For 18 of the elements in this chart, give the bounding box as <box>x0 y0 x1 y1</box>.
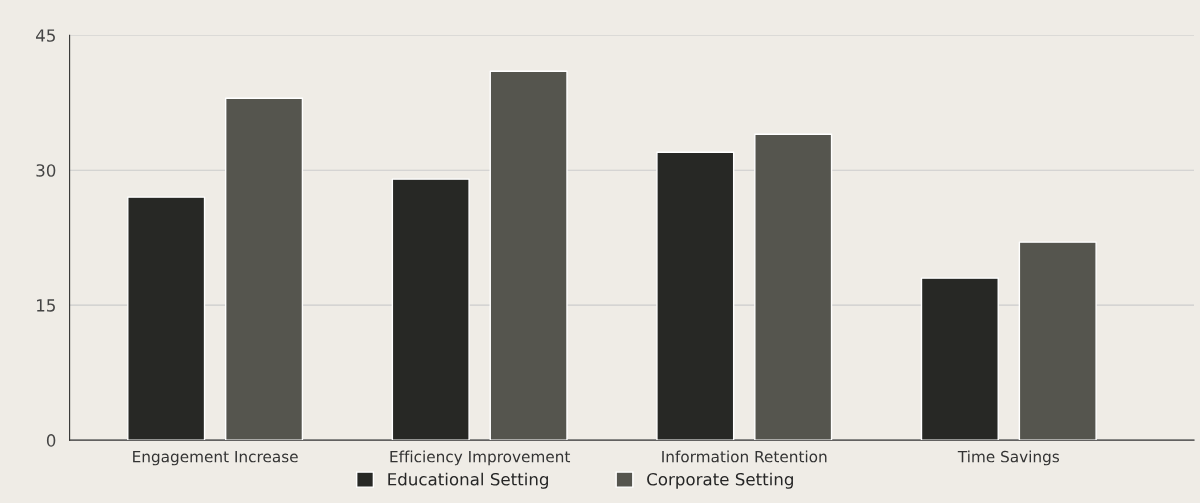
bar <box>391 178 470 441</box>
legend-label: Educational Setting <box>388 472 548 489</box>
bar <box>1018 241 1097 441</box>
bar <box>656 151 735 441</box>
y-tick-label: 30 <box>36 164 56 177</box>
y-tick-label: 0 <box>46 434 56 447</box>
bar <box>489 70 568 441</box>
bar <box>920 277 999 441</box>
legend-label: Corporate Setting <box>647 472 793 489</box>
x-tick-label: Efficiency Improvement <box>390 450 571 466</box>
bar <box>127 196 206 441</box>
y-tick-label: 15 <box>37 299 55 312</box>
bar <box>224 97 304 441</box>
y-tick-label: 45 <box>36 29 55 42</box>
x-tick-label: Information Retention <box>662 450 827 463</box>
x-tick-label: Time Savings <box>957 450 1060 466</box>
bar <box>754 133 833 441</box>
x-tick-label: Engagement Increase <box>133 451 298 466</box>
